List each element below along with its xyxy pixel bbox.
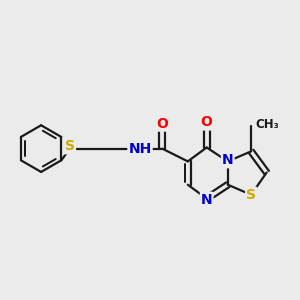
Text: N: N	[222, 153, 234, 167]
Text: O: O	[156, 117, 168, 130]
Text: O: O	[201, 116, 213, 130]
Text: S: S	[246, 188, 256, 202]
Text: CH₃: CH₃	[256, 118, 279, 131]
Text: N: N	[201, 193, 212, 207]
Text: S: S	[65, 140, 75, 153]
Text: NH: NH	[128, 142, 152, 156]
